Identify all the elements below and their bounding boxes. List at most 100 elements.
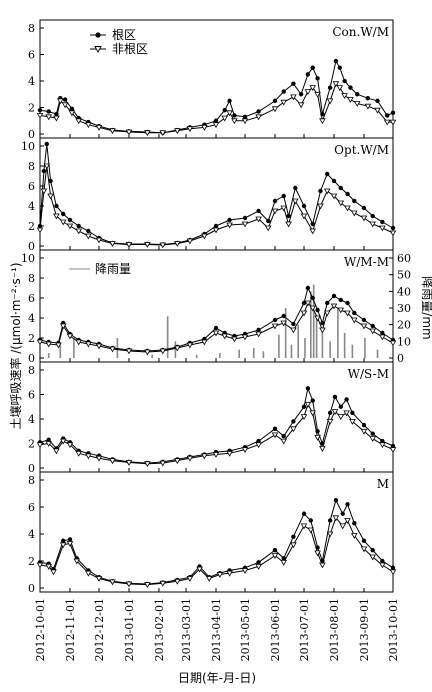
series-root-point <box>61 538 66 543</box>
series-nonroot-point <box>159 130 167 137</box>
series-nonroot-point <box>159 460 167 467</box>
series-nonroot-point <box>360 323 368 330</box>
series-nonroot-point <box>186 238 194 245</box>
series-nonroot-point <box>326 531 334 538</box>
series-root-point <box>342 78 347 84</box>
series-nonroot-point <box>159 348 167 355</box>
series-root-point <box>291 81 296 86</box>
series-nonroot-point <box>255 331 262 338</box>
series-root-point <box>380 330 385 336</box>
y-tick-label: 0 <box>28 352 35 365</box>
series-root-point <box>350 410 355 416</box>
series-nonroot-point <box>280 320 287 327</box>
series-nonroot-point <box>280 99 287 106</box>
series-nonroot-point <box>304 300 312 307</box>
y-tick-label: 6 <box>28 292 35 305</box>
series-nonroot-point <box>319 446 326 452</box>
y-tick-label: 0 <box>28 582 35 595</box>
series-root-point <box>344 397 349 402</box>
panel-label: W/S-M <box>348 367 389 381</box>
series-nonroot-point <box>55 342 62 349</box>
y-tick-label: 8 <box>28 160 35 173</box>
series-nonroot-point <box>309 305 316 312</box>
series-nonroot-point <box>332 515 340 522</box>
series-nonroot-point <box>300 213 308 220</box>
series-root-point <box>333 58 339 64</box>
series-nonroot-point <box>314 435 321 441</box>
series-nonroot-point <box>290 94 297 101</box>
series-root-point <box>380 219 385 225</box>
series-nonroot-point <box>45 114 52 121</box>
series-nonroot-point <box>125 242 133 248</box>
series-nonroot-point <box>360 428 368 435</box>
series-root-point <box>310 221 315 227</box>
series-root-point <box>325 171 330 177</box>
x-tick-label: 2013-09-01 <box>358 598 371 661</box>
series-nonroot-point <box>379 225 386 232</box>
series-root-point <box>272 198 278 204</box>
series-root-point <box>361 538 367 543</box>
series-root-point <box>222 107 227 113</box>
series-root-point <box>67 217 73 223</box>
series-nonroot-point <box>351 533 358 539</box>
series-nonroot-point <box>330 193 338 200</box>
series-root-point <box>48 178 53 184</box>
y-tick-label: 10 <box>21 140 35 153</box>
series-root-point <box>355 92 360 97</box>
series-nonroot-point <box>341 93 348 100</box>
series-nonroot-point <box>45 441 52 447</box>
series-root-line <box>39 286 394 352</box>
series-nonroot-point <box>323 310 331 317</box>
series-nonroot-point <box>186 126 194 133</box>
series-nonroot-point <box>36 113 44 119</box>
series-nonroot-point <box>75 228 82 235</box>
series-nonroot-point <box>271 432 279 439</box>
series-nonroot-point <box>59 323 67 330</box>
y-tick-label: 4 <box>28 528 35 541</box>
series-nonroot-point <box>231 336 238 343</box>
y-tick-label: 8 <box>28 364 35 377</box>
series-nonroot-point <box>75 450 82 457</box>
series-nonroot-point <box>360 215 368 222</box>
series-nonroot-point <box>271 106 279 113</box>
y-right-tick-label: 50 <box>397 269 411 282</box>
series-root-point <box>301 300 307 306</box>
series-nonroot-point <box>290 426 297 433</box>
series-nonroot-point <box>125 129 133 136</box>
series-root-point <box>390 565 396 570</box>
series-nonroot-point <box>50 569 57 576</box>
series-nonroot-point <box>241 447 249 454</box>
series-nonroot-point <box>196 566 203 573</box>
series-nonroot-point <box>36 339 44 346</box>
series-root-point <box>318 188 323 194</box>
series-nonroot-point <box>109 579 116 586</box>
x-tick-label: 2013-05-01 <box>239 598 252 661</box>
y-tick-label: 2 <box>28 438 35 451</box>
series-nonroot-point <box>201 125 208 131</box>
series-root-point <box>293 185 298 191</box>
series-nonroot-point <box>205 576 213 582</box>
series-root-point <box>227 98 232 104</box>
series-nonroot-point <box>360 546 368 553</box>
series-nonroot-point <box>379 334 386 341</box>
series-nonroot-point <box>95 125 103 131</box>
legend-nonroot-label: 非根区 <box>112 42 148 56</box>
series-nonroot-point <box>300 310 308 317</box>
series-nonroot-point <box>66 442 74 449</box>
series-nonroot-point <box>144 582 151 589</box>
series-root-point <box>315 307 320 313</box>
y-tick-label: 6 <box>28 501 35 514</box>
series-nonroot-point <box>255 216 262 223</box>
series-root-point <box>256 208 261 214</box>
y-tick-label: 2 <box>28 555 35 568</box>
series-nonroot-point <box>255 114 262 121</box>
series-nonroot-point <box>314 550 321 557</box>
series-nonroot-point <box>85 341 92 348</box>
series-root-point <box>315 76 320 81</box>
series-nonroot-point <box>264 225 272 232</box>
y-right-tick-label: 0 <box>397 352 404 365</box>
series-nonroot-point <box>53 115 60 122</box>
series-root-point <box>41 168 47 174</box>
series-root-line <box>39 498 394 585</box>
series-root-point <box>272 317 278 323</box>
